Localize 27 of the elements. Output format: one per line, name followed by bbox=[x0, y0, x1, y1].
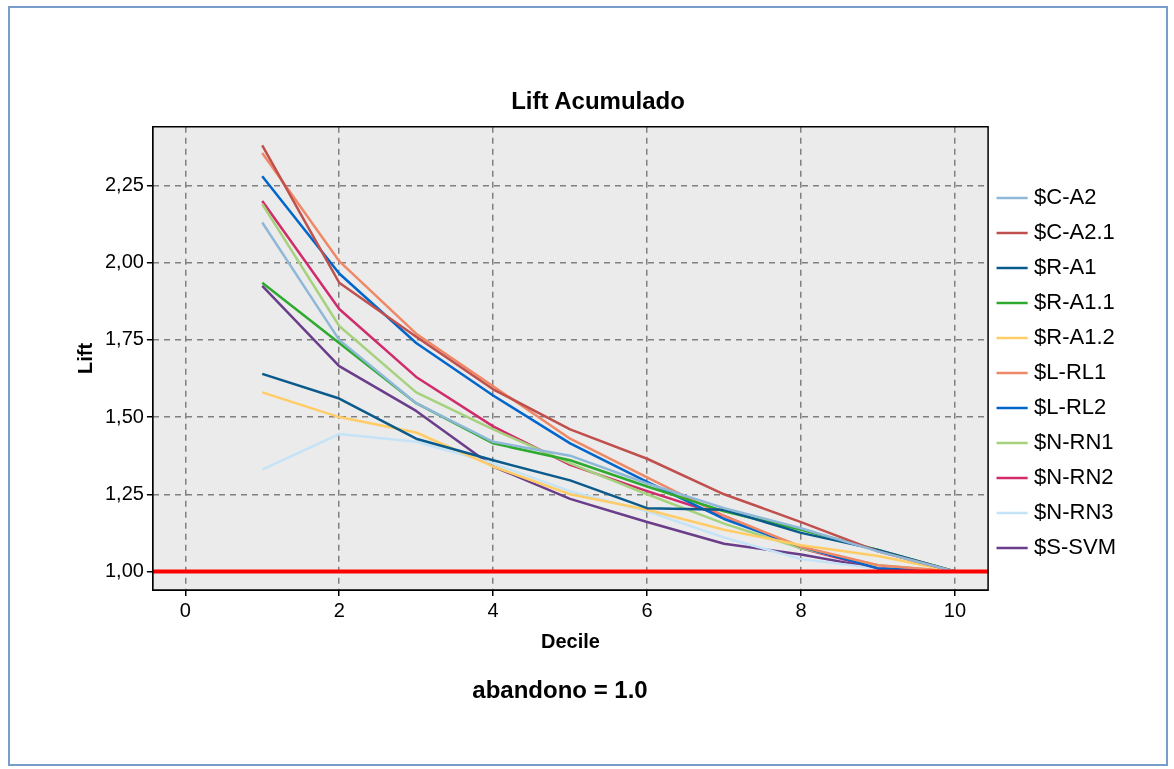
legend-label: $L-RL1 bbox=[1034, 359, 1107, 385]
y-axis-title: Lift bbox=[73, 342, 96, 374]
legend-label: $R-A1.1 bbox=[1034, 289, 1115, 315]
x-axis-title: Decile bbox=[541, 629, 600, 652]
x-tick-label: 4 bbox=[487, 598, 499, 621]
legend-label: $N-RN2 bbox=[1034, 464, 1114, 490]
legend-label: $C-A2.1 bbox=[1034, 219, 1115, 245]
legend-label: $R-A1 bbox=[1034, 254, 1097, 280]
legend-label: $S-SVM bbox=[1034, 534, 1117, 560]
y-tick-label: 2,00 bbox=[104, 250, 144, 273]
legend-label: $C-A2 bbox=[1034, 184, 1097, 210]
x-tick-label: 10 bbox=[943, 598, 967, 621]
legend-label: $N-RN3 bbox=[1034, 499, 1114, 525]
y-tick-label: 1,75 bbox=[104, 327, 144, 350]
y-tick-label: 1,50 bbox=[104, 404, 144, 427]
x-tick-label: 6 bbox=[641, 598, 653, 621]
y-tick-label: 1,00 bbox=[104, 558, 144, 581]
x-tick-label: 8 bbox=[795, 598, 807, 621]
chart-title: Lift Acumulado bbox=[511, 87, 685, 115]
x-tick-label: 0 bbox=[179, 598, 191, 621]
legend-label: $L-RL2 bbox=[1034, 394, 1107, 420]
text: abandono = 1.0 bbox=[471, 676, 649, 704]
x-tick-label: 2 bbox=[333, 598, 345, 621]
legend-label: $R-A1.2 bbox=[1034, 324, 1115, 350]
y-tick-label: 1,25 bbox=[104, 481, 144, 504]
y-tick-label: 2,25 bbox=[104, 172, 144, 195]
legend-label: $N-RN1 bbox=[1034, 429, 1114, 455]
